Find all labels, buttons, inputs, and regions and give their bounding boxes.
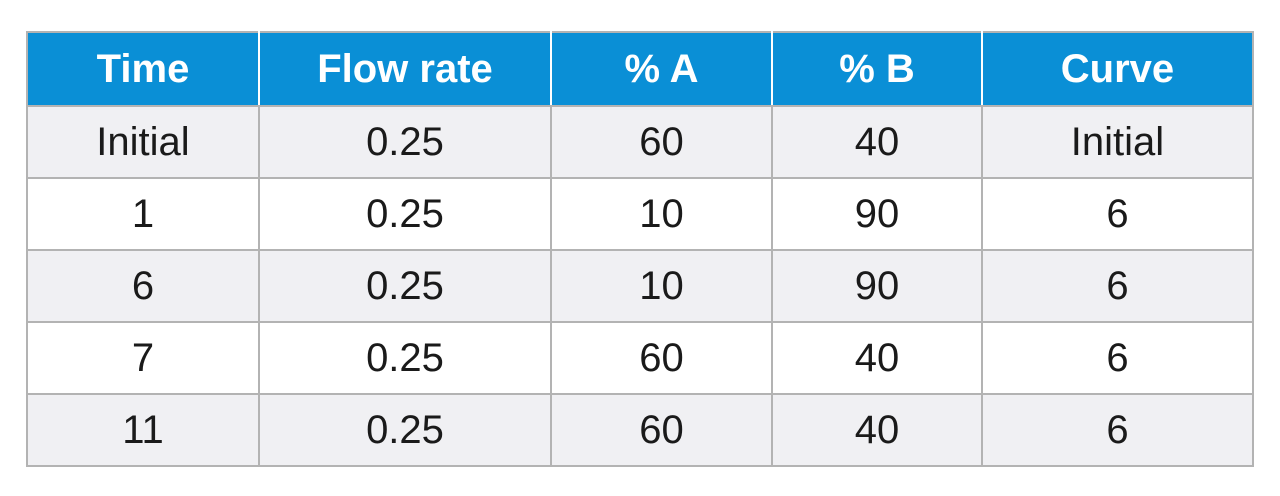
cell-flow-rate: 0.25 [258,321,552,395]
table-row: 11 0.25 60 40 6 [26,393,1254,467]
cell-percent-b: 40 [771,393,983,467]
cell-curve: 6 [981,393,1254,467]
cell-curve: 6 [981,177,1254,251]
table-header: Time Flow rate % A % B Curve [26,31,1254,107]
cell-time: 1 [26,177,260,251]
cell-time: 6 [26,249,260,323]
cell-percent-a: 60 [550,321,773,395]
header-percent-b: % B [771,31,983,107]
cell-percent-a: 10 [550,177,773,251]
gradient-table: Time Flow rate % A % B Curve Initial 0.2… [26,31,1254,467]
table-row: Initial 0.25 60 40 Initial [26,105,1254,179]
cell-percent-b: 90 [771,177,983,251]
table-row: 7 0.25 60 40 6 [26,321,1254,395]
cell-curve: Initial [981,105,1254,179]
cell-time: Initial [26,105,260,179]
cell-flow-rate: 0.25 [258,177,552,251]
cell-curve: 6 [981,249,1254,323]
cell-percent-a: 60 [550,393,773,467]
header-percent-a: % A [550,31,773,107]
header-row: Time Flow rate % A % B Curve [26,31,1254,107]
table-body: Initial 0.25 60 40 Initial 1 0.25 10 90 … [26,105,1254,467]
cell-percent-b: 40 [771,321,983,395]
cell-flow-rate: 0.25 [258,105,552,179]
cell-flow-rate: 0.25 [258,393,552,467]
cell-percent-b: 90 [771,249,983,323]
header-time: Time [26,31,260,107]
cell-percent-b: 40 [771,105,983,179]
table-row: 6 0.25 10 90 6 [26,249,1254,323]
table-row: 1 0.25 10 90 6 [26,177,1254,251]
cell-time: 7 [26,321,260,395]
header-flow-rate: Flow rate [258,31,552,107]
header-curve: Curve [981,31,1254,107]
cell-percent-a: 10 [550,249,773,323]
cell-time: 11 [26,393,260,467]
cell-percent-a: 60 [550,105,773,179]
cell-curve: 6 [981,321,1254,395]
cell-flow-rate: 0.25 [258,249,552,323]
